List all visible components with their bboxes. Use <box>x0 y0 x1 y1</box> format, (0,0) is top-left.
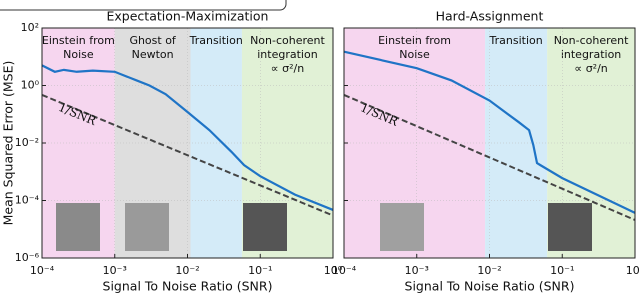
y-axis-label: Mean Squared Error (MSE) <box>1 61 16 226</box>
region-label: Ghost of <box>129 34 176 47</box>
y-tick-label: 10⁻⁴ <box>15 194 40 207</box>
y-tick-label: 10⁻⁶ <box>15 251 40 264</box>
x-tick-label: 10⁰ <box>324 264 343 277</box>
data-line <box>343 50 636 214</box>
x-tick-label: 10⁰ <box>626 264 640 277</box>
x-tick-label: 10⁻² <box>175 264 199 277</box>
region-label: integration <box>257 48 317 61</box>
x-tick-label: 10⁻³ <box>405 264 429 277</box>
portrait <box>125 203 169 251</box>
region-label: Transition <box>189 34 243 47</box>
region-label: Non-coherent <box>250 34 325 47</box>
y-tick-label: 10⁰ <box>21 79 40 92</box>
portrait <box>243 203 287 251</box>
region-label: Einstein from <box>378 34 451 47</box>
x-tick-label: 10⁻⁴ <box>30 264 55 277</box>
region-label: Noise <box>399 48 430 61</box>
region-label: Noise <box>63 48 94 61</box>
region-label: Non-coherent <box>554 34 629 47</box>
reference-line <box>343 94 636 221</box>
plot-frame <box>41 27 334 259</box>
x-tick-label: 10⁻² <box>477 264 501 277</box>
reference-line <box>41 94 334 217</box>
portrait <box>56 203 100 251</box>
portrait <box>548 203 592 251</box>
portrait <box>380 203 424 251</box>
panel-title: Hard-Assignment <box>436 9 544 24</box>
y-tick-label: 10⁻² <box>15 136 39 149</box>
x-tick-label: 10⁻³ <box>103 264 127 277</box>
caption-box <box>0 0 287 11</box>
plot-frame <box>343 27 636 259</box>
panel-title: Expectation-Maximization <box>107 9 269 24</box>
x-tick-label: 10⁻⁴ <box>332 264 357 277</box>
x-tick-label: 10⁻¹ <box>550 264 574 277</box>
x-tick-label: 10⁻¹ <box>248 264 272 277</box>
y-tick-label: 10² <box>21 21 39 34</box>
region-label: Newton <box>132 48 174 61</box>
region-label: ∝ σ²/n <box>574 62 607 75</box>
region-label: Einstein from <box>42 34 115 47</box>
region-label: integration <box>561 48 621 61</box>
data-line <box>41 64 334 211</box>
region-label: ∝ σ²/n <box>271 62 304 75</box>
x-axis-label: Signal To Noise Ratio (SNR) <box>103 279 273 294</box>
x-axis-label: Signal To Noise Ratio (SNR) <box>405 279 575 294</box>
region-label: Transition <box>489 34 543 47</box>
overlay-layer <box>0 0 592 251</box>
